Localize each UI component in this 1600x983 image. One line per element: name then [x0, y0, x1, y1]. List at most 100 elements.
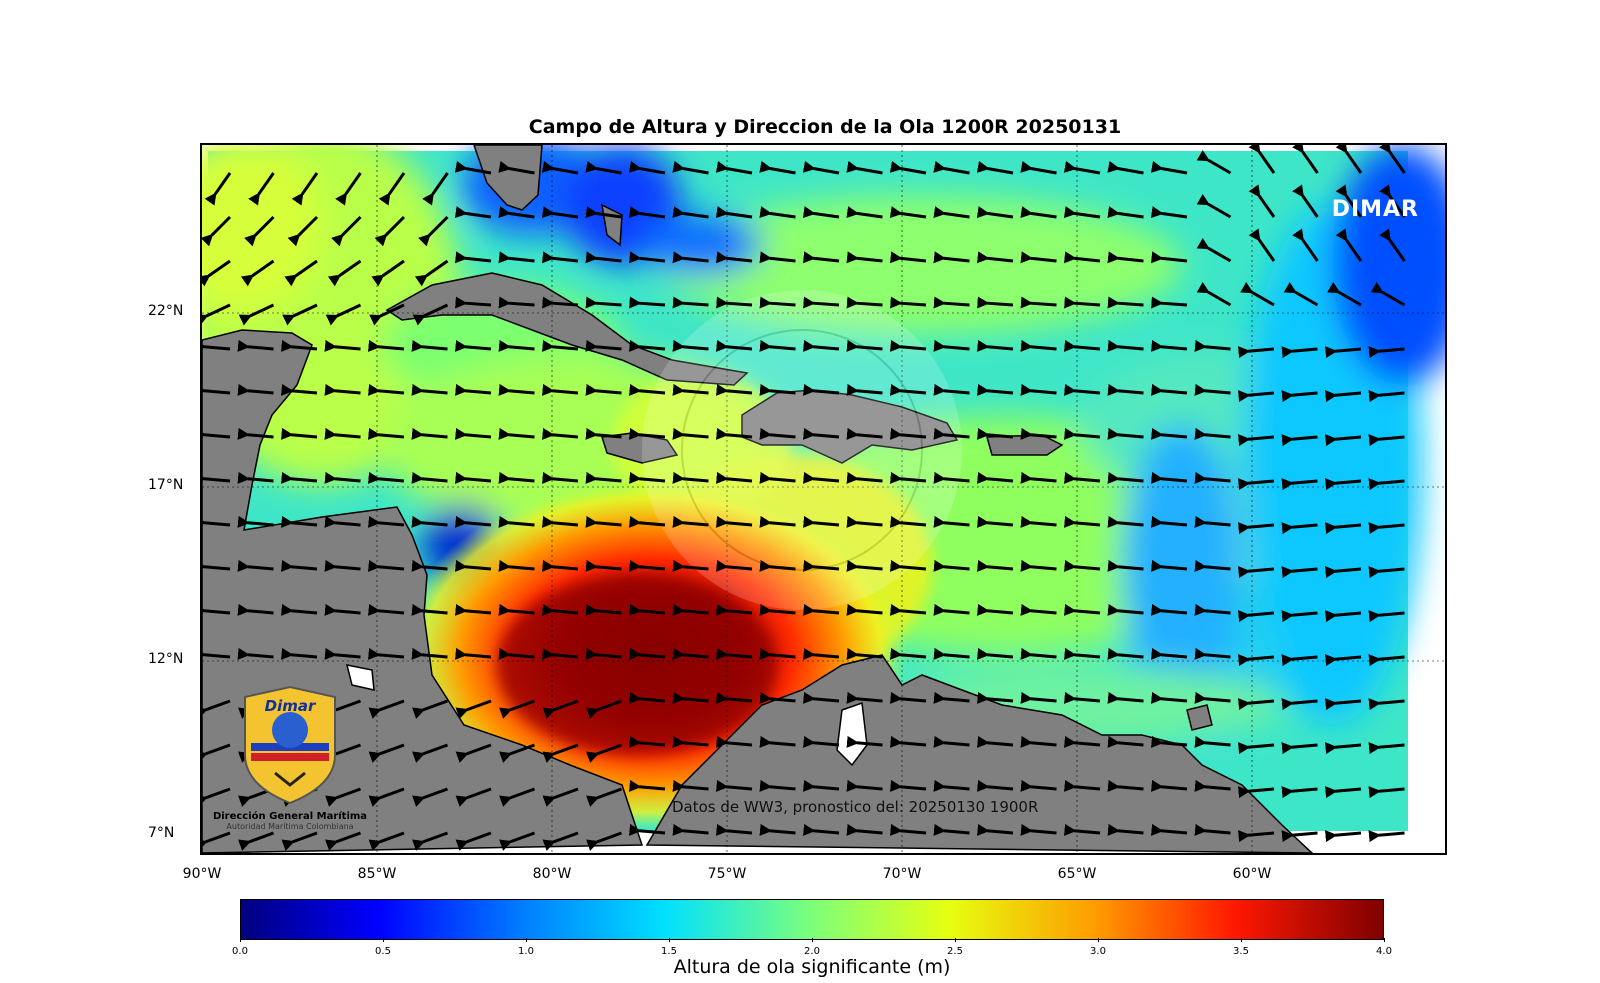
wave-arrow — [368, 699, 405, 719]
wave-arrow — [1238, 434, 1275, 447]
wave-arrow — [1064, 691, 1101, 704]
wave-arrow — [1151, 647, 1188, 660]
wave-arrow — [281, 515, 318, 528]
wave-arrow — [368, 647, 405, 660]
wave-arrow — [240, 259, 275, 287]
wave-arrow — [803, 339, 840, 352]
wave-arrow — [498, 603, 535, 616]
wave-arrow — [281, 427, 318, 440]
lon-label-90w: 90°W — [182, 866, 222, 882]
wave-arrow — [1281, 434, 1318, 447]
wave-arrow — [411, 471, 448, 484]
wave-arrow — [759, 206, 796, 219]
wave-arrow — [542, 699, 579, 719]
wave-arrow — [202, 427, 231, 440]
wave-arrow — [1064, 296, 1101, 309]
wave-arrow — [846, 427, 883, 440]
wave-arrow — [281, 831, 318, 851]
wave-arrow — [759, 251, 796, 264]
wave-arrow — [237, 339, 274, 352]
wave-arrow — [324, 787, 362, 807]
wave-arrow — [1325, 390, 1362, 403]
wave-arrow — [933, 515, 970, 528]
wave-arrow — [287, 215, 319, 247]
wave-arrow — [237, 383, 274, 396]
wave-arrow — [542, 471, 579, 484]
wave-arrow — [715, 206, 753, 219]
wave-arrow — [1107, 647, 1144, 660]
wave-arrow — [976, 160, 1014, 175]
wave-arrow — [585, 296, 622, 309]
colorbar-tick-label: 1.0 — [518, 946, 534, 957]
wave-arrow — [1020, 339, 1057, 352]
colorbar-tick-label: 3.0 — [1090, 946, 1106, 957]
wave-arrow — [455, 383, 492, 396]
wave-arrow — [890, 559, 927, 572]
wave-arrow — [202, 787, 231, 807]
wave-arrow — [672, 427, 709, 440]
wave-arrow — [1107, 735, 1144, 748]
wave-arrow — [1368, 390, 1405, 403]
wave-arrow — [846, 296, 883, 309]
wave-arrow — [455, 515, 492, 528]
wave-arrow — [716, 296, 753, 309]
wave-arrow — [629, 427, 666, 440]
wave-arrow — [1064, 515, 1101, 528]
wave-arrow — [542, 296, 579, 309]
wave-arrow — [1379, 184, 1406, 218]
wave-arrow — [1196, 194, 1232, 219]
wave-arrow — [498, 383, 535, 396]
wave-arrow — [542, 831, 579, 851]
dimar-watermark-text: DIMAR — [1331, 197, 1419, 222]
wave-arrow — [237, 603, 274, 616]
wave-arrow — [324, 427, 361, 440]
wave-arrow — [455, 647, 492, 660]
wave-arrow — [498, 160, 535, 175]
wave-arrow — [1063, 251, 1101, 264]
wave-arrow — [759, 339, 796, 352]
wave-arrow — [1020, 779, 1057, 792]
colorbar-tickmark — [669, 938, 670, 942]
wave-arrow — [498, 559, 535, 572]
wave-arrow — [498, 251, 535, 264]
wave-arrow — [759, 691, 796, 704]
wave-arrow — [846, 779, 883, 792]
dimar-shield-logo-icon: Dimar — [244, 685, 336, 805]
wave-arrow — [324, 699, 362, 719]
wave-arrow — [411, 699, 449, 719]
wave-arrow — [1194, 383, 1231, 396]
wave-arrow — [498, 427, 535, 440]
wave-arrow — [1368, 654, 1405, 667]
wave-arrow — [368, 603, 405, 616]
wave-arrow — [202, 471, 231, 484]
wave-arrow — [325, 303, 362, 326]
wave-arrow — [281, 339, 318, 352]
wave-arrow — [1020, 735, 1057, 748]
wave-arrow — [759, 559, 796, 572]
lat-label-22n: 22°N — [148, 303, 184, 319]
wave-arrow — [324, 647, 361, 660]
wave-arrow — [1335, 145, 1363, 174]
wave-arrow — [1064, 735, 1101, 748]
colorbar-tick-label: 3.5 — [1233, 946, 1249, 957]
wave-arrow — [284, 259, 318, 287]
wave-arrow — [542, 743, 579, 763]
wave-arrow — [368, 515, 405, 528]
wave-arrow — [890, 383, 927, 396]
wave-arrow — [846, 647, 883, 660]
lon-label-85w: 85°W — [357, 866, 397, 882]
wave-arrow — [422, 172, 449, 206]
wave-arrow — [498, 296, 535, 309]
trinidad — [1186, 704, 1213, 731]
wave-arrow — [1368, 434, 1405, 447]
wave-arrow — [846, 160, 883, 175]
wave-arrow — [977, 647, 1014, 660]
wave-arrow — [1194, 735, 1231, 748]
wave-arrow — [498, 471, 535, 484]
wave-arrow — [1107, 559, 1144, 572]
wave-arrow — [803, 427, 840, 440]
wave-arrow — [1151, 603, 1188, 616]
wave-arrow — [629, 823, 666, 836]
wave-arrow — [1064, 471, 1101, 484]
wave-arrow — [541, 206, 579, 219]
